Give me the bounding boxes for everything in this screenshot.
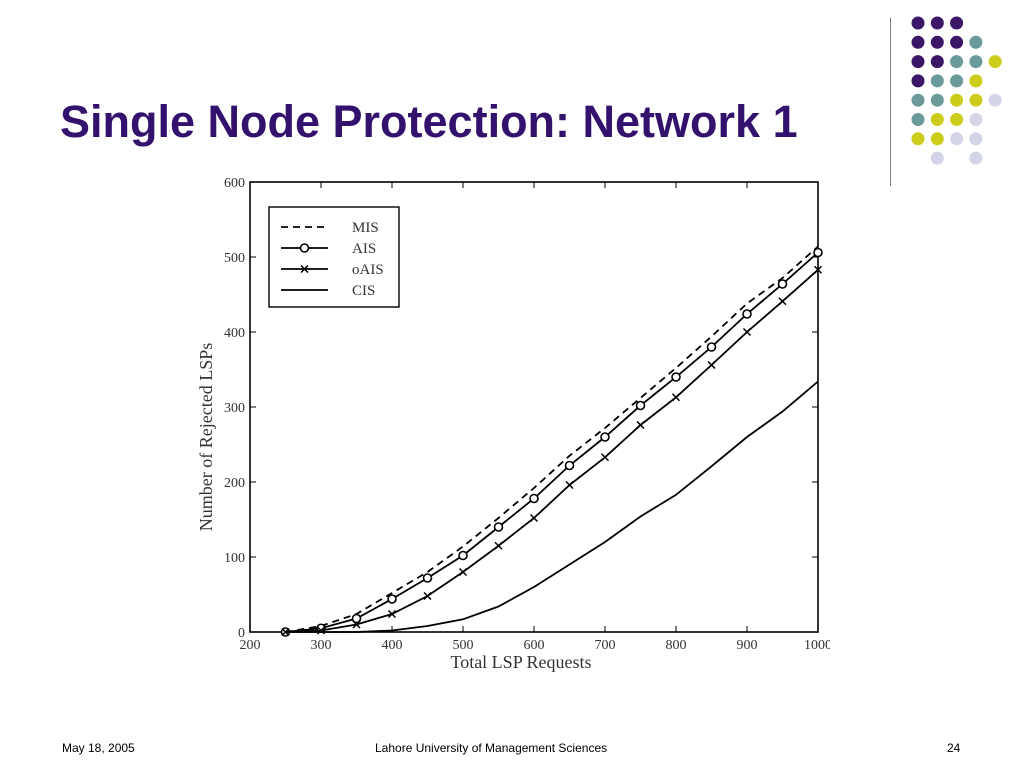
data-point-oais [813,265,823,274]
legend-marker-oais [300,264,309,274]
decorative-dot [930,55,944,69]
data-point-ais [706,342,717,352]
legend-box [268,206,400,308]
rejected-lsps-line-chart: 200 300 400 500 600 700 800 900 1000 0 100 200 300 40… [196,176,830,672]
series-line-mis [285,245,819,633]
decorative-dot [988,93,1002,107]
footer-organization: Lahore University of Management Sciences [375,741,608,755]
data-point-oais [600,453,610,462]
legend-entries: MIS AIS oAIS CIS [281,220,384,299]
footer-date: May 18, 2005 [62,741,135,755]
decorative-dot [969,35,983,49]
x-tick-label: 500 [453,638,474,653]
decorative-dot [969,93,983,107]
x-axis-label: Total LSP Requests [450,652,591,672]
data-point-oais [352,620,361,629]
decorative-dot [950,113,964,126]
legend-label-oais: oAIS [352,262,384,278]
data-point-ais [671,372,681,382]
decorative-dot [930,16,944,30]
decorative-dot [950,55,964,69]
data-point-ais [564,460,575,471]
page-title: Single Node Protection: Network 1 [60,96,798,147]
x-tick-label: 700 [595,638,616,653]
data-point-oais [423,591,432,601]
decorative-dot [911,132,925,146]
y-tick-label: 100 [224,551,245,566]
y-tick-label: 600 [224,176,245,191]
decorative-dot [950,132,964,146]
y-tick-label: 500 [224,251,245,266]
y-axis-label: Number of Rejected LSPs [196,343,216,531]
data-point-ais [529,493,539,504]
series-line-oais [285,269,819,633]
decorative-dot [911,74,925,88]
data-point-ais [351,613,362,624]
legend-label-mis: MIS [352,220,379,236]
x-tick-label: 600 [524,638,545,653]
legend-label-cis: CIS [352,283,375,299]
decorative-dot [911,16,925,30]
decorative-dot [930,132,944,146]
decorative-dot [930,74,944,88]
decorative-dot [911,93,925,107]
legend-marker-ais [299,243,310,253]
decorative-dot [969,113,983,126]
data-point-ais [387,594,397,604]
decorative-dot [911,35,925,49]
data-point-ais [493,522,504,532]
x-tick-label: 800 [666,638,687,653]
data-point-ais [777,279,788,289]
decorative-dot-grid [911,16,1002,165]
decorative-dot [930,93,944,107]
decorative-dot [950,93,964,107]
decorative-dot [930,151,944,165]
data-point-oais [494,541,503,550]
data-point-oais [458,567,468,577]
decorative-dot [911,55,925,69]
data-point-oais [778,297,787,306]
series-lines [280,245,823,637]
y-tick-label: 400 [224,326,245,341]
title-divider-line [890,18,891,186]
data-point-oais [742,327,752,337]
data-point-ais [458,550,468,561]
y-tick-label: 200 [224,476,245,491]
decorative-dot [950,16,964,30]
data-point-ais [742,309,752,319]
data-point-ais [600,432,610,442]
chart-legend: MIS AIS oAIS CIS [268,206,400,308]
decorative-dot [930,35,944,49]
x-tick-label: 1000 [804,638,830,653]
data-point-ais [422,573,433,583]
decorative-dot [930,113,944,126]
data-point-oais [387,609,397,619]
x-tick-label: 900 [737,638,758,653]
decorative-dot [969,55,983,69]
decorative-dot [988,55,1002,69]
series-line-cis [285,380,819,633]
x-tick-label: 300 [311,638,332,653]
data-point-oais [636,420,645,430]
series-line-ais [285,251,819,633]
data-point-oais [529,513,539,523]
data-point-ais [635,400,646,411]
data-point-ais [813,247,823,258]
decorative-dot [950,74,964,88]
y-tick-label: 0 [238,626,245,641]
axis-ticks: 200 300 400 500 600 700 800 900 1000 0 100 200 300 40… [224,176,830,653]
y-tick-label: 300 [224,401,245,416]
data-point-oais [565,480,574,490]
x-tick-label: 400 [382,638,403,653]
decorative-dot [950,35,964,49]
data-point-oais [671,393,681,402]
decorative-dot [969,151,983,165]
data-point-oais [707,360,716,370]
legend-label-ais: AIS [352,241,376,257]
decorative-dot [969,74,983,88]
x-tick-label: 200 [240,638,261,653]
footer-page-number: 24 [947,741,961,755]
decorative-dot [969,132,983,146]
decorative-dot [911,113,925,126]
